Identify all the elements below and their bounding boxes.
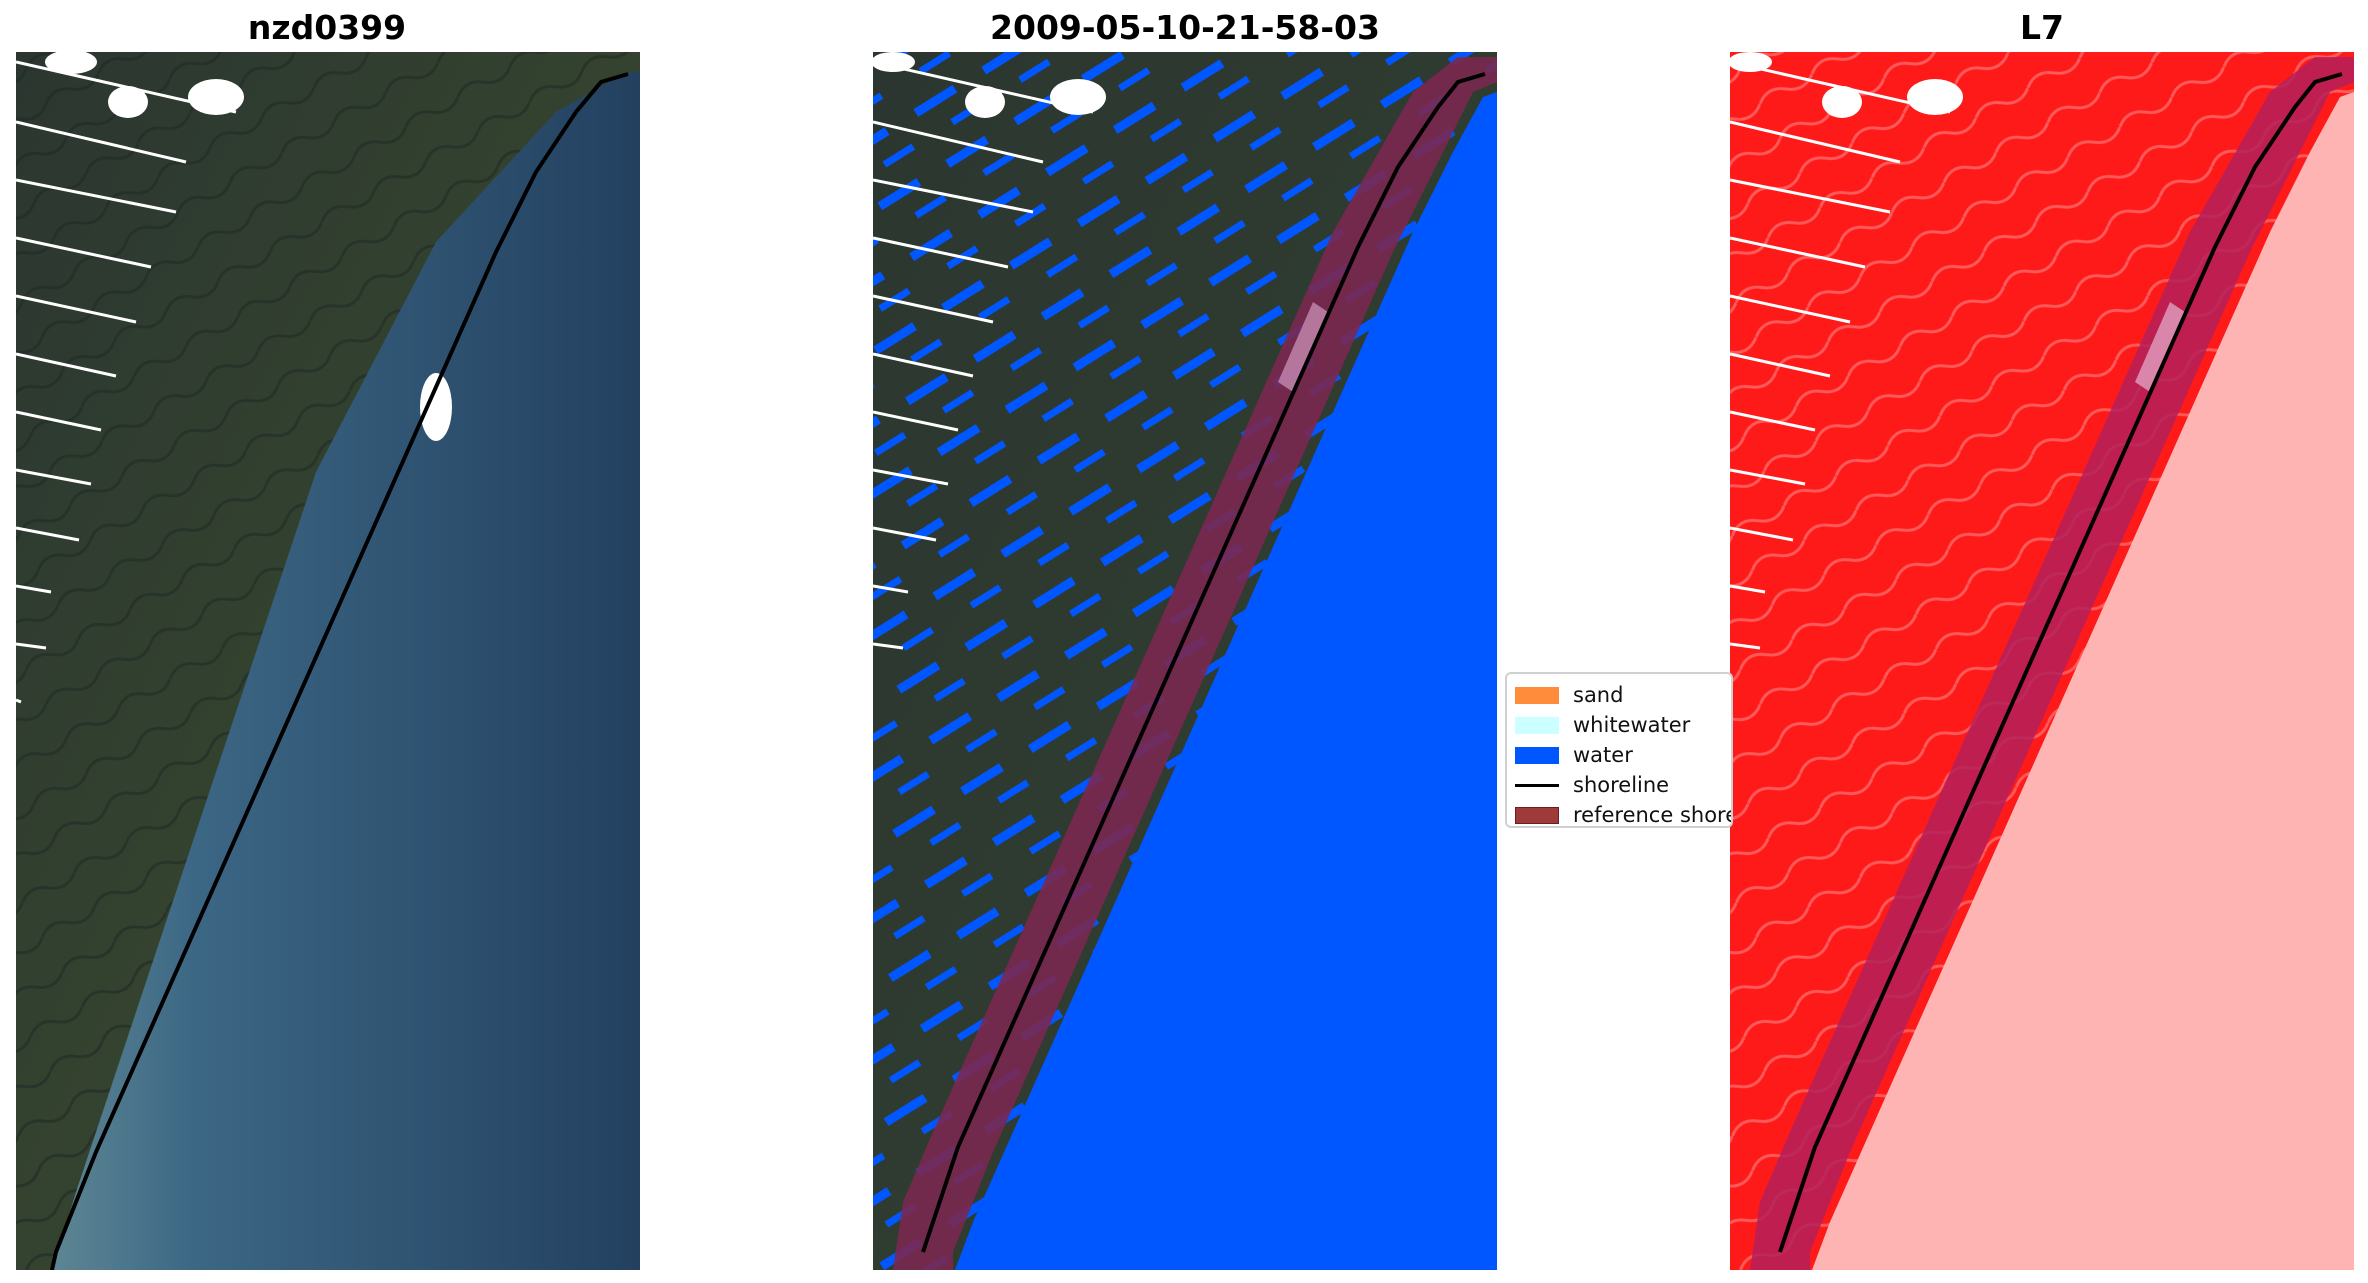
shoreline-line	[921, 72, 1486, 1253]
legend-item-sand: sand	[1515, 680, 1623, 710]
panel-title-rgb: nzd0399	[247, 8, 407, 47]
classified-image	[873, 52, 1497, 1270]
legend: sand whitewater water shoreline referenc…	[1505, 672, 1733, 828]
sand-swatch-icon	[1515, 686, 1559, 704]
panel-title-classified: 2009-05-10-21-58-03	[990, 8, 1380, 47]
cloud-mask-icon	[45, 52, 452, 441]
reference-shoreline-swatch-icon	[1515, 806, 1559, 824]
classified-image-panel	[873, 52, 1497, 1270]
legend-item-water: water	[1515, 740, 1633, 770]
shoreline-line	[1778, 72, 2343, 1253]
sensor-image	[1730, 52, 2354, 1270]
legend-label: sand	[1573, 683, 1624, 707]
rgb-image	[16, 52, 640, 1270]
water-swatch-icon	[1515, 746, 1559, 764]
panel-title-sensor: L7	[2020, 8, 2064, 47]
whitewater-swatch-icon	[1515, 716, 1559, 734]
legend-item-shoreline: shoreline	[1515, 770, 1669, 800]
legend-item-whitewater: whitewater	[1515, 710, 1690, 740]
rgb-image-panel	[16, 52, 640, 1270]
legend-label: water	[1573, 743, 1633, 767]
sensor-image-panel	[1730, 52, 2354, 1270]
legend-item-reference-shoreline: reference shoreline	[1515, 800, 1731, 827]
shoreline-line	[50, 72, 629, 1270]
legend-label: reference shoreline	[1573, 803, 1731, 827]
legend-label: whitewater	[1573, 713, 1691, 737]
shoreline-line-icon	[1515, 783, 1559, 787]
legend-label: shoreline	[1573, 773, 1670, 797]
